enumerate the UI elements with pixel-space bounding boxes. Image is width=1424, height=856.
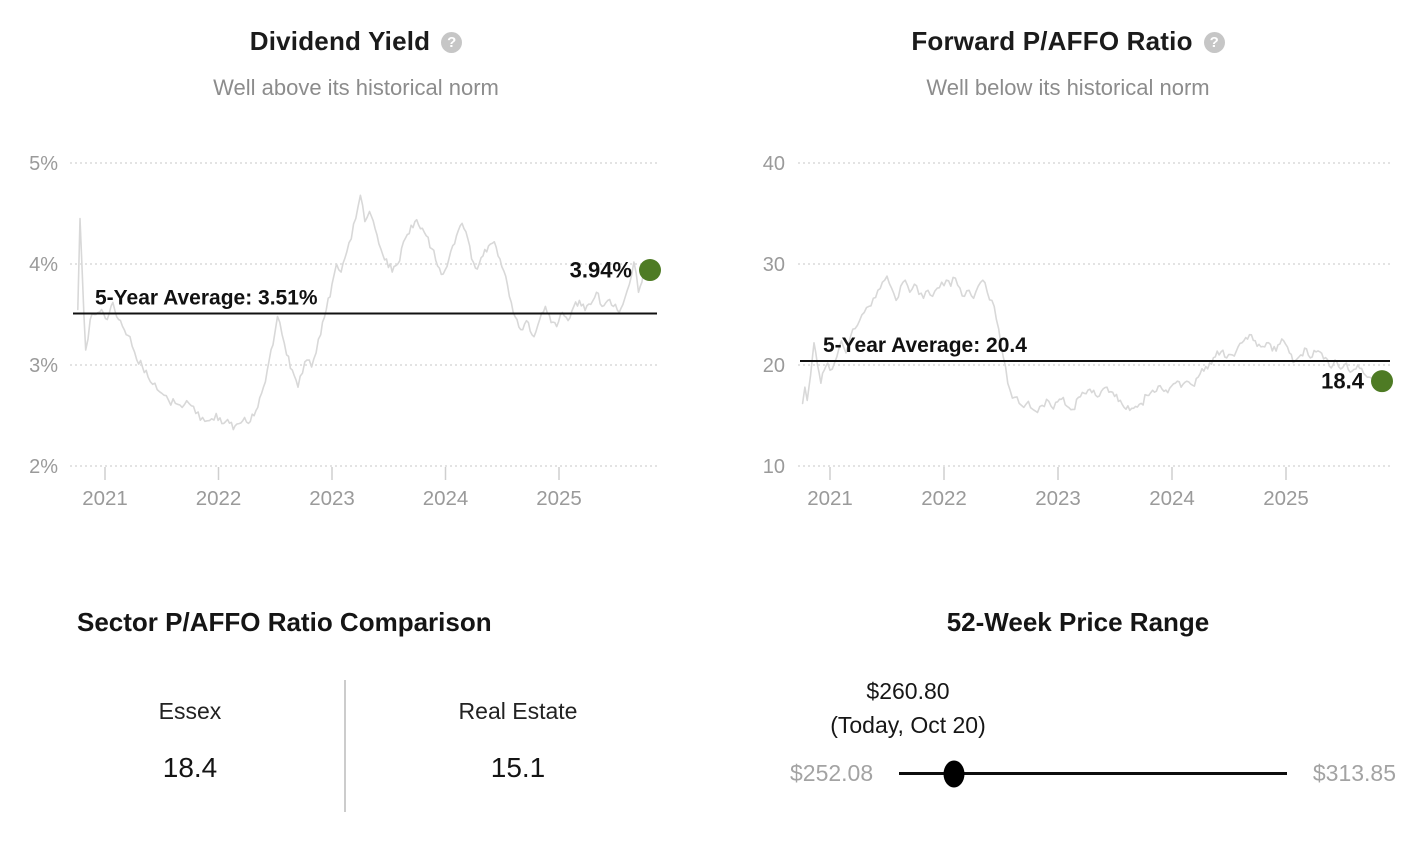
series-line (77, 194, 647, 431)
y-tick-label: 20 (763, 355, 785, 377)
forward-paffo-subtitle: Well below its historical norm (926, 75, 1210, 100)
current-value-label: 18.4 (1321, 369, 1365, 394)
price-range-slider: $252.08 $313.85 (790, 760, 1396, 787)
current-value-dot (639, 259, 661, 282)
comparison-value: 15.1 (490, 752, 546, 783)
x-tick-label: 2021 (82, 487, 128, 510)
x-tick-label: 2024 (423, 487, 469, 510)
dividend-yield-title-row: Dividend Yield ? (0, 24, 712, 58)
y-tick-label: 4% (29, 254, 58, 276)
current-value-dot (1371, 370, 1393, 393)
comparison-name: Essex (158, 698, 222, 724)
comparison-item-real-estate: Real Estate 15.1 (368, 698, 668, 784)
dividend-yield-subtitle: Well above its historical norm (213, 75, 499, 100)
price-range-handle[interactable] (943, 760, 965, 787)
price-range-panel: 52-Week Price Range $260.80 (Today, Oct … (712, 600, 1424, 856)
x-tick-label: 2025 (1263, 487, 1309, 510)
x-tick-label: 2023 (309, 487, 355, 510)
comparison-value: 18.4 (162, 752, 218, 783)
x-tick-label: 2022 (921, 487, 967, 510)
x-tick-label: 2021 (807, 487, 853, 510)
price-range-title: 52-Week Price Range (946, 607, 1210, 637)
price-range-track (899, 760, 1287, 787)
average-line-label: 5-Year Average: 3.51% (95, 286, 318, 309)
sector-comparison-panel: Sector P/AFFO Ratio Comparison Essex 18.… (0, 600, 712, 856)
current-price: $260.80 (866, 678, 950, 704)
help-icon[interactable]: ? (1203, 32, 1225, 53)
x-tick-label: 2023 (1035, 487, 1081, 510)
dividend-yield-panel: Dividend Yield ? Well above its historic… (0, 0, 712, 560)
dividend-yield-chart[interactable]: 5% 4% 3% 2% 2021 2022 2023 2024 2025 5-Year Avera… (0, 130, 712, 530)
current-value-label: 3.94% (570, 258, 632, 283)
average-line-label: 5-Year Average: 20.4 (823, 334, 1027, 357)
sector-comparison-title: Sector P/AFFO Ratio Comparison (77, 607, 492, 637)
current-price-note: (Today, Oct 20) (830, 712, 986, 738)
forward-paffo-title-row: Forward P/AFFO Ratio ? (712, 24, 1424, 58)
forward-paffo-title: Forward P/AFFO Ratio (911, 25, 1193, 56)
dividend-yield-title: Dividend Yield (249, 25, 431, 56)
vertical-divider (344, 680, 346, 812)
y-tick-label: 40 (763, 153, 785, 175)
range-high-label: $313.85 (1312, 760, 1396, 786)
y-tick-label: 30 (763, 254, 785, 276)
current-price-block: $260.80 (Today, Oct 20) (830, 674, 986, 742)
x-tick-label: 2025 (536, 487, 582, 510)
x-tick-label: 2022 (196, 487, 242, 510)
y-tick-label: 10 (763, 456, 785, 478)
comparison-item-essex: Essex 18.4 (40, 698, 340, 784)
forward-paffo-chart[interactable]: 40 30 20 10 2021 2022 2023 2024 2025 5-Year Avera… (712, 130, 1424, 530)
y-tick-label: 3% (29, 355, 58, 377)
series-line (801, 275, 1376, 414)
y-tick-label: 5% (29, 153, 58, 175)
x-tick-label: 2024 (1149, 487, 1195, 510)
comparison-name: Real Estate (458, 698, 578, 724)
forward-paffo-panel: Forward P/AFFO Ratio ? Well below its hi… (712, 0, 1424, 560)
y-tick-label: 2% (29, 456, 58, 478)
help-icon[interactable]: ? (441, 32, 463, 53)
range-low-label: $252.08 (790, 760, 874, 786)
